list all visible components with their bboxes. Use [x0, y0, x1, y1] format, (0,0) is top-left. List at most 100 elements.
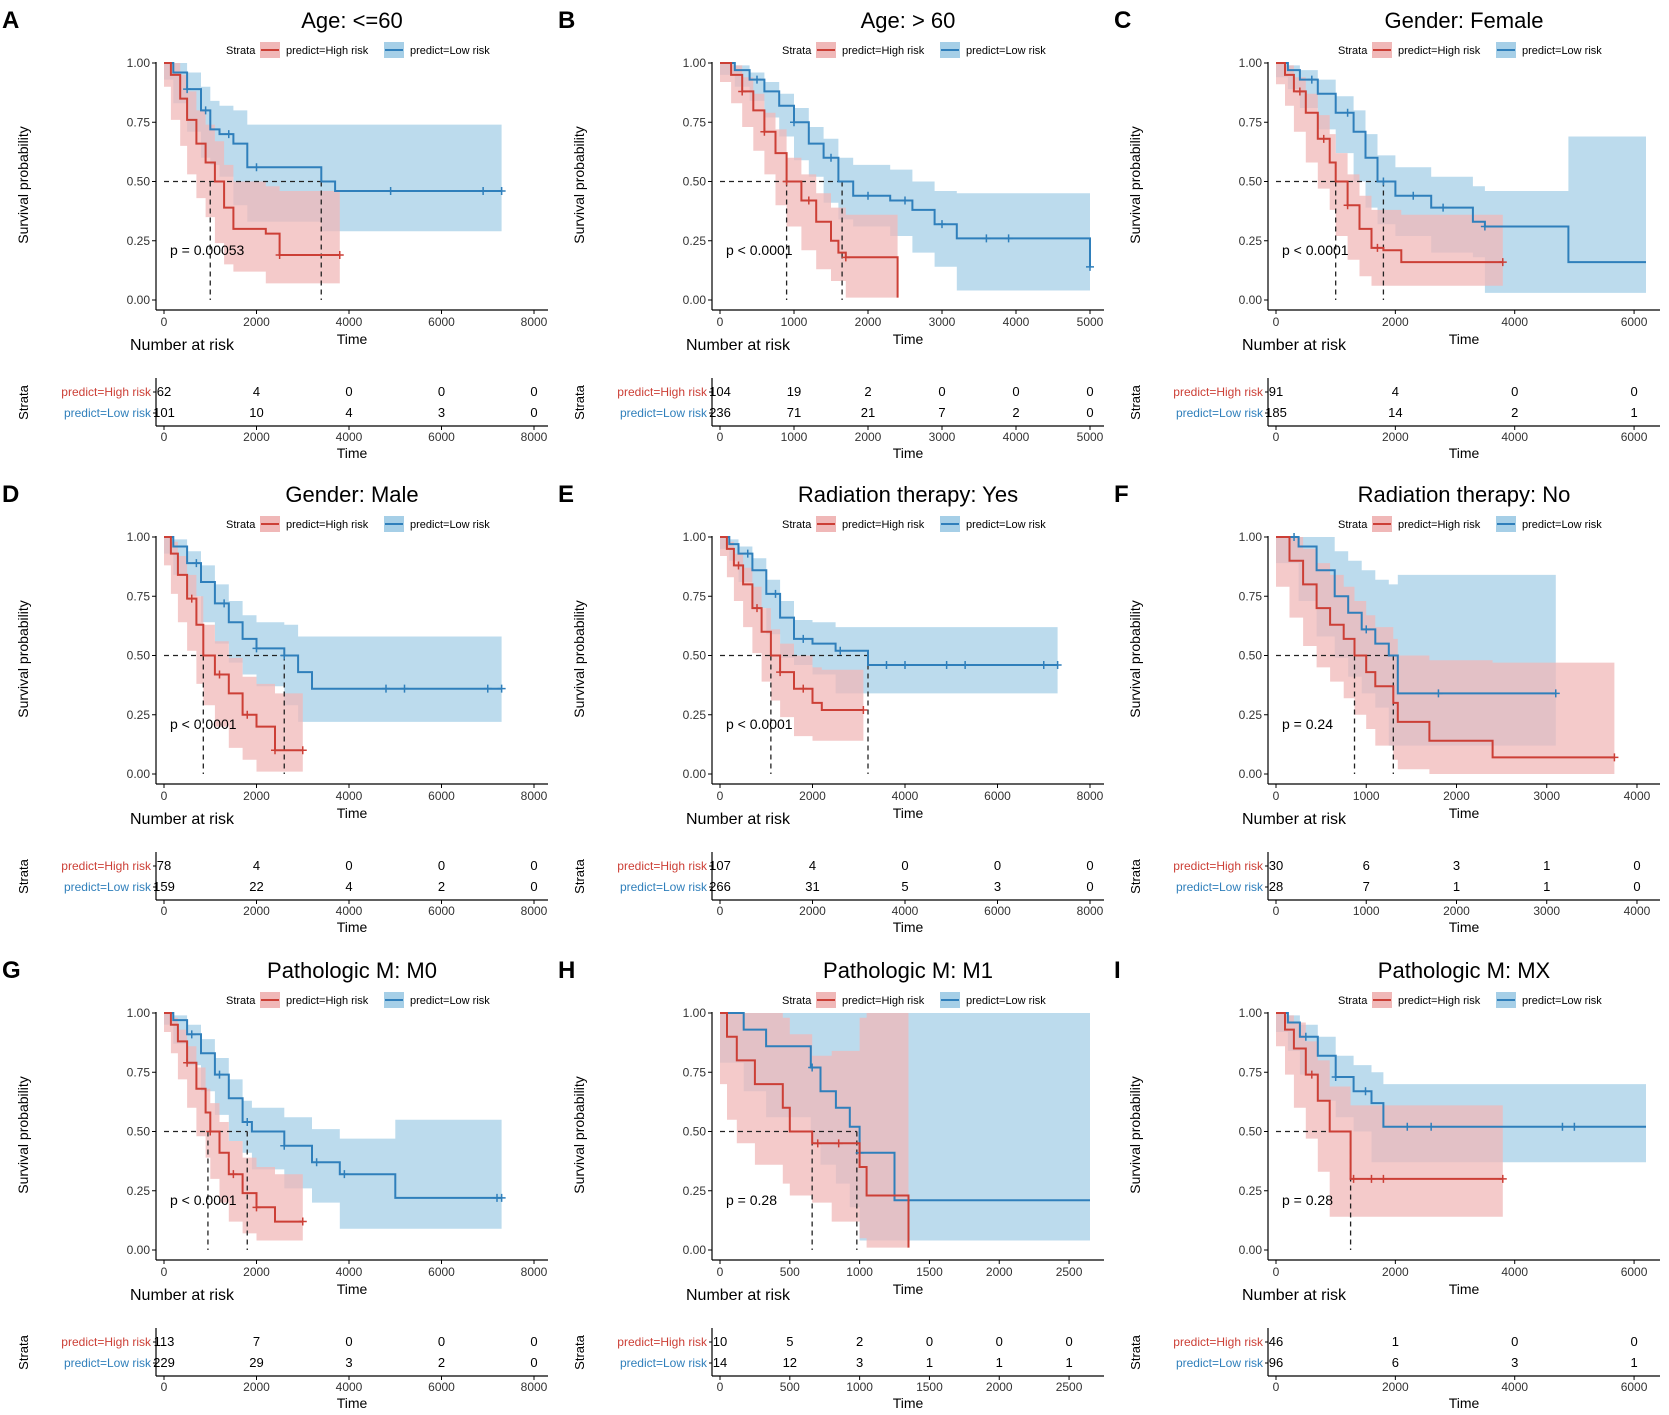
risk-row-label-high: predict=High risk: [61, 385, 152, 399]
y-tick-label: 1.00: [1239, 56, 1263, 70]
risk-count-high: 2: [856, 1334, 863, 1349]
risk-x-tick-label: 4000: [336, 904, 363, 918]
x-axis-title: Time: [893, 331, 924, 347]
risk-count-high: 2: [864, 384, 871, 399]
risk-table-title: Number at risk: [1242, 811, 1347, 828]
censor-mark-low-risk: [753, 75, 761, 84]
risk-count-high: 0: [530, 858, 537, 873]
p-value: p < 0.0001: [726, 716, 793, 732]
risk-count-low: 5: [901, 879, 908, 894]
y-tick-label: 0.25: [683, 708, 707, 722]
panel-title: Age: <=60: [301, 8, 403, 33]
panel-letter: G: [2, 957, 21, 984]
y-tick-label: 0.25: [683, 1184, 707, 1198]
censor-mark-low-risk: [938, 220, 946, 229]
y-tick-label: 0.75: [1239, 1065, 1263, 1079]
legend-low-label: predict=Low risk: [966, 45, 1046, 57]
legend-strata-label: Strata: [1338, 519, 1368, 531]
km-curve-low-risk: [720, 1012, 1090, 1202]
risk-x-tick-label: 6000: [428, 430, 455, 444]
censor-mark-low-risk: [799, 634, 808, 643]
y-tick-label: 0.50: [127, 175, 151, 189]
risk-count-high: 0: [994, 858, 1001, 873]
risk-x-tick-label: 8000: [521, 430, 548, 444]
legend-strata-label: Strata: [226, 995, 256, 1007]
censor-mark-low-risk: [1570, 1122, 1579, 1131]
risk-x-tick-label: 3000: [929, 430, 956, 444]
risk-row-label-low: predict=Low risk: [1176, 880, 1264, 894]
risk-count-low: 3: [856, 1355, 863, 1370]
censor-mark-low-risk: [882, 660, 891, 669]
risk-count-low: 71: [787, 405, 801, 420]
risk-table-title: Number at risk: [130, 1287, 235, 1304]
censor-mark-high-risk: [1343, 201, 1352, 210]
censor-mark-high-risk: [1373, 243, 1382, 252]
risk-count-low: 29: [249, 1355, 263, 1370]
risk-table-title: Number at risk: [686, 1287, 791, 1304]
km-curve-low-risk: [1276, 1012, 1646, 1128]
risk-table-y-title: Strata: [16, 858, 31, 893]
risk-count-low: 3: [345, 1355, 352, 1370]
risk-x-tick-label: 2000: [243, 904, 270, 918]
risk-count-low: 4: [345, 879, 352, 894]
risk-count-high: 62: [157, 384, 171, 399]
risk-count-low: 3: [438, 405, 445, 420]
risk-table-y-title: Strata: [1128, 1334, 1143, 1369]
risk-table-y-title: Strata: [572, 384, 587, 419]
legend: Strata predict=High risk predict=Low risk: [782, 42, 1046, 58]
censor-mark-high-risk: [813, 1139, 822, 1148]
risk-x-tick-label: 6000: [428, 904, 455, 918]
risk-row-label-low: predict=Low risk: [620, 406, 708, 420]
panel-letter: E: [558, 481, 574, 508]
y-tick-label: 0.25: [683, 234, 707, 248]
risk-x-tick-label: 6000: [1621, 1380, 1648, 1394]
risk-count-high: 4: [809, 858, 816, 873]
y-tick-label: 0.50: [127, 1125, 151, 1139]
risk-row-label-low: predict=Low risk: [64, 1356, 152, 1370]
ci-band-low-risk: [1276, 63, 1646, 293]
risk-count-high: 1: [1543, 858, 1550, 873]
risk-row-label-high: predict=High risk: [1173, 1335, 1264, 1349]
risk-x-tick-label: 1000: [781, 430, 808, 444]
x-tick-label: 1500: [916, 1265, 943, 1279]
x-tick-label: 6000: [428, 1265, 455, 1279]
risk-count-high: 0: [345, 858, 352, 873]
legend-low-label: predict=Low risk: [410, 519, 490, 531]
risk-count-low: 0: [530, 879, 537, 894]
panel-title: Pathologic M: M0: [267, 958, 437, 983]
x-tick-label: 4000: [1501, 315, 1528, 329]
x-tick-label: 8000: [1077, 789, 1104, 803]
x-tick-label: 4000: [336, 789, 363, 803]
censor-mark-high-risk: [206, 1127, 215, 1136]
ci-band-high-risk: [720, 537, 864, 741]
censor-mark-high-risk: [1295, 87, 1304, 96]
censor-mark-low-risk: [827, 153, 835, 162]
censor-mark-low-risk: [187, 1030, 196, 1039]
risk-count-low: 159: [153, 879, 175, 894]
legend-strata-label: Strata: [782, 995, 812, 1007]
censor-mark-low-risk: [1403, 1122, 1412, 1131]
y-tick-label: 0.50: [1239, 1125, 1263, 1139]
y-tick-label: 0.00: [127, 767, 151, 781]
censor-mark-high-risk: [271, 746, 279, 755]
ci-band-low-risk: [720, 537, 1058, 694]
x-tick-label: 2000: [1382, 1265, 1409, 1279]
x-axis-title: Time: [893, 805, 924, 821]
censor-mark-high-risk: [252, 1203, 261, 1212]
risk-count-high: 4: [253, 384, 260, 399]
risk-x-tick-label: 2000: [986, 1380, 1013, 1394]
p-value: p = 0.28: [1282, 1192, 1333, 1208]
censor-mark-low-risk: [942, 660, 951, 669]
risk-x-tick-label: 0: [717, 430, 724, 444]
km-curve-high-risk: [720, 1012, 910, 1248]
risk-count-high: 4: [1392, 384, 1399, 399]
y-axis-title: Survival probability: [571, 1076, 587, 1194]
risk-table-y-title: Strata: [1128, 858, 1143, 893]
risk-count-low: 1: [996, 1355, 1003, 1370]
risk-count-high: 30: [1269, 858, 1283, 873]
legend-high-label: predict=High risk: [286, 519, 369, 531]
risk-row-label-high: predict=High risk: [1173, 385, 1264, 399]
y-axis-title: Survival probability: [15, 126, 31, 244]
censor-mark-high-risk: [859, 706, 868, 715]
legend: Strata predict=High risk predict=Low risk: [1338, 42, 1602, 58]
